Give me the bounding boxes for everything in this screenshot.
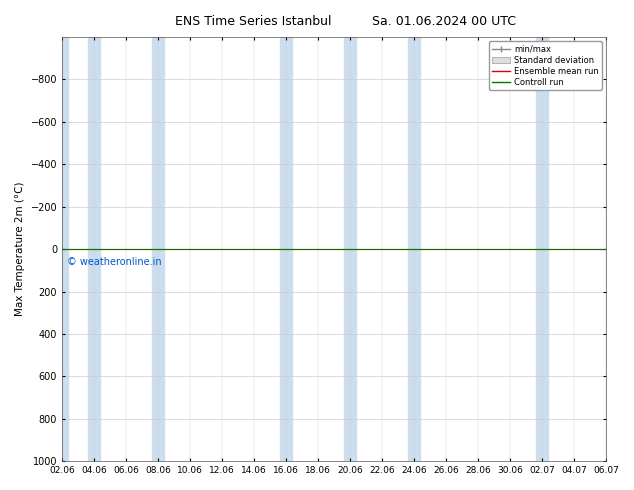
- Bar: [280, 37, 292, 461]
- Bar: [56, 37, 68, 461]
- Bar: [344, 37, 356, 461]
- Legend: min/max, Standard deviation, Ensemble mean run, Controll run: min/max, Standard deviation, Ensemble me…: [489, 41, 602, 90]
- Bar: [88, 37, 100, 461]
- Text: © weatheronline.in: © weatheronline.in: [67, 257, 162, 267]
- Y-axis label: Max Temperature 2m (°C): Max Temperature 2m (°C): [15, 182, 25, 317]
- Bar: [408, 37, 420, 461]
- Bar: [152, 37, 164, 461]
- Text: Sa. 01.06.2024 00 UTC: Sa. 01.06.2024 00 UTC: [372, 15, 516, 28]
- Bar: [536, 37, 548, 461]
- Text: ENS Time Series Istanbul: ENS Time Series Istanbul: [176, 15, 332, 28]
